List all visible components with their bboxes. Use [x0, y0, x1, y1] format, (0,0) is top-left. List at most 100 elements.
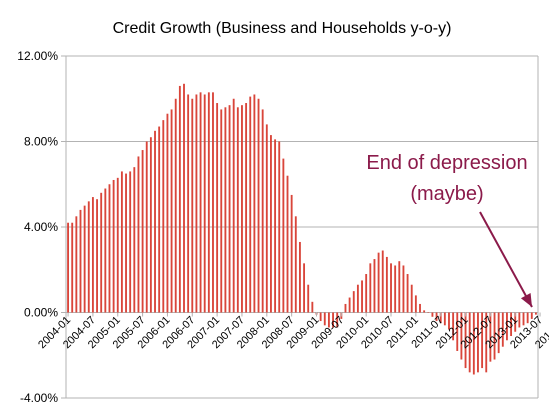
bar	[501, 312, 504, 347]
bar	[406, 274, 409, 313]
bar	[514, 312, 517, 332]
bar	[323, 312, 326, 326]
bar	[439, 312, 442, 324]
bar	[120, 171, 123, 313]
annotation-arrow-head	[520, 292, 532, 307]
bar	[265, 124, 268, 313]
axes	[65, 56, 539, 398]
bar	[381, 250, 384, 313]
bar	[493, 312, 496, 360]
annotation-line-1: End of depression	[366, 152, 527, 174]
annotation-arrow-line	[479, 211, 533, 308]
bar	[141, 150, 144, 313]
bar	[278, 141, 281, 313]
bar	[253, 94, 256, 313]
bar	[83, 205, 86, 313]
bar	[170, 109, 173, 313]
bar	[319, 312, 322, 322]
bar	[67, 222, 70, 313]
grid-lines	[61, 55, 538, 399]
bar	[216, 103, 219, 313]
y-tick-label: 8.00%	[24, 135, 58, 149]
bar	[410, 284, 413, 313]
bar	[365, 274, 368, 313]
bar	[489, 312, 492, 362]
bar	[481, 312, 484, 369]
bar	[228, 105, 231, 313]
bar	[112, 179, 115, 313]
bar	[472, 312, 475, 375]
bar	[419, 303, 421, 313]
bar	[149, 137, 152, 313]
bar	[506, 312, 508, 341]
bar	[298, 241, 301, 313]
bar	[199, 92, 202, 313]
bar	[352, 291, 355, 313]
bar	[377, 252, 380, 313]
bar	[183, 83, 185, 313]
bar	[137, 156, 140, 313]
bar	[290, 194, 293, 313]
bar	[75, 216, 78, 313]
bar	[274, 139, 277, 313]
bar	[477, 312, 479, 373]
bar	[125, 173, 127, 313]
bar	[344, 303, 347, 313]
bar	[460, 312, 463, 360]
bar	[224, 107, 227, 313]
bar	[435, 312, 438, 322]
bar	[187, 94, 190, 313]
bar	[195, 94, 198, 313]
bar	[518, 312, 521, 328]
bar	[530, 312, 533, 319]
bar	[485, 312, 488, 373]
bar	[394, 265, 397, 313]
bar	[116, 177, 119, 313]
bar	[510, 312, 513, 337]
bar	[245, 103, 248, 313]
y-tick-label: -4.00%	[20, 391, 58, 405]
y-tick-label: 0.00%	[24, 306, 58, 320]
bar	[203, 94, 206, 313]
annotation: End of depression (maybe)	[366, 152, 533, 308]
bar	[402, 265, 405, 313]
bar	[162, 120, 165, 313]
y-axis-ticks: -4.00% 0.00% 4.00% 8.00% 12.00%	[17, 49, 58, 405]
bar	[236, 107, 239, 313]
bar	[522, 312, 525, 326]
bar	[207, 92, 210, 313]
bar	[104, 188, 107, 313]
bar	[286, 175, 289, 313]
bar	[270, 135, 272, 313]
bar	[232, 98, 235, 313]
bar	[452, 312, 455, 341]
bar	[398, 261, 401, 313]
bar	[282, 158, 285, 313]
bar	[166, 113, 169, 313]
bar	[390, 263, 392, 313]
x-axis-ticks: 2004-012004-072005-012005-072006-012006-…	[36, 312, 549, 351]
bar	[332, 312, 334, 328]
bar	[212, 92, 214, 313]
bar	[174, 98, 177, 313]
bar	[133, 167, 136, 313]
bar	[261, 109, 264, 313]
bar	[431, 312, 434, 317]
bar	[303, 263, 306, 313]
bar	[87, 201, 90, 313]
bar	[129, 171, 132, 313]
bar	[100, 192, 103, 313]
bar	[145, 141, 148, 313]
bar	[241, 105, 243, 313]
bar	[348, 297, 351, 313]
bar	[311, 301, 314, 313]
bar	[79, 209, 82, 313]
bar	[307, 284, 310, 313]
bar	[356, 284, 359, 313]
bar	[534, 312, 537, 315]
bar	[443, 312, 446, 326]
bar	[369, 263, 372, 313]
y-tick-label: 4.00%	[24, 220, 58, 234]
bar	[373, 259, 376, 313]
